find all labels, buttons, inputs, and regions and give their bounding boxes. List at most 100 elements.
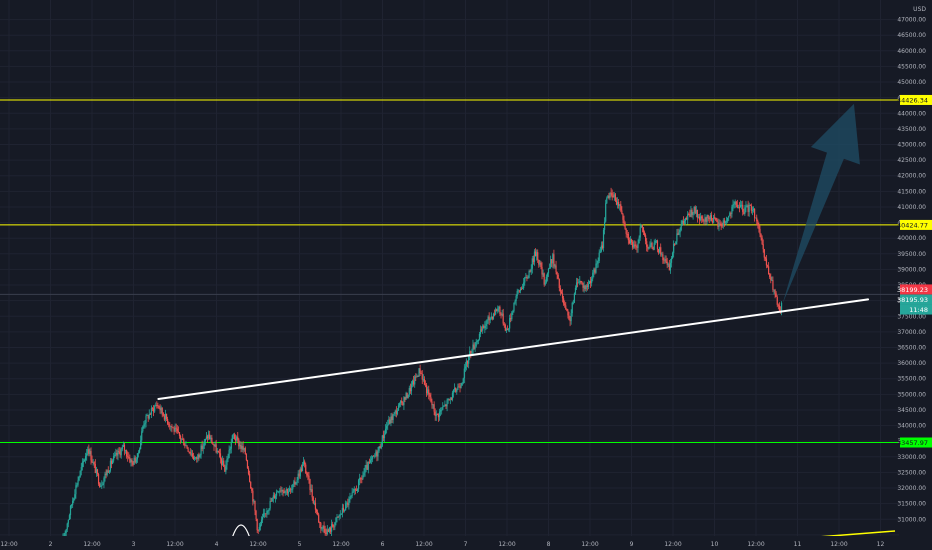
candle-body bbox=[583, 285, 585, 288]
candle-body bbox=[655, 240, 657, 242]
candle-body bbox=[674, 243, 676, 245]
candle-body bbox=[492, 313, 495, 319]
candle-body bbox=[433, 404, 435, 412]
candle-body bbox=[376, 451, 378, 457]
candle-body bbox=[684, 217, 687, 221]
candle-body bbox=[352, 491, 354, 493]
candle-body bbox=[640, 225, 642, 228]
candle-body bbox=[203, 440, 205, 446]
candle-body bbox=[122, 444, 124, 447]
candle-body bbox=[239, 445, 241, 447]
candle-body bbox=[536, 252, 538, 257]
candle-body bbox=[495, 309, 497, 315]
candle-body bbox=[554, 265, 556, 267]
candle-body bbox=[156, 405, 158, 406]
candle-body bbox=[115, 452, 117, 455]
candle-body bbox=[186, 445, 188, 449]
candle-body bbox=[70, 504, 73, 506]
candle-body bbox=[680, 224, 682, 231]
candle-body bbox=[732, 204, 734, 207]
candle-body bbox=[682, 220, 684, 224]
candle-body bbox=[201, 445, 203, 449]
candle-body bbox=[459, 387, 461, 388]
candle-body bbox=[95, 469, 97, 474]
candle-body bbox=[648, 248, 650, 250]
candle-body bbox=[560, 291, 563, 294]
level-price-text: 33457.97 bbox=[897, 439, 928, 447]
candle-body bbox=[527, 277, 529, 279]
candle-body bbox=[413, 380, 415, 385]
candle-body bbox=[468, 356, 470, 364]
candle-body bbox=[202, 445, 204, 449]
candle-body bbox=[613, 194, 615, 198]
candle-body bbox=[614, 194, 616, 201]
candle-body bbox=[449, 398, 451, 400]
candle-body bbox=[119, 451, 121, 456]
candle-body bbox=[355, 489, 358, 491]
candle-body bbox=[87, 449, 89, 454]
candle-body bbox=[357, 480, 360, 489]
candle-body bbox=[333, 526, 335, 528]
candle-body bbox=[498, 306, 500, 309]
candle-body bbox=[360, 477, 362, 479]
candle-body bbox=[342, 507, 345, 511]
candle-body bbox=[621, 210, 623, 214]
candle-body bbox=[569, 319, 571, 322]
candle-body bbox=[146, 415, 148, 417]
candle-body bbox=[230, 442, 232, 449]
candle-body bbox=[121, 446, 123, 450]
candle-body bbox=[76, 484, 78, 486]
candle-body bbox=[778, 305, 781, 311]
candle-body bbox=[572, 302, 574, 304]
candle-body bbox=[739, 204, 742, 208]
candle-body bbox=[762, 244, 764, 250]
candle-body bbox=[266, 511, 268, 514]
candle-body bbox=[271, 497, 273, 502]
candle-body bbox=[428, 389, 430, 395]
candle-body bbox=[64, 532, 66, 538]
candle-body bbox=[611, 193, 613, 196]
time-axis-panel[interactable] bbox=[0, 536, 932, 550]
candle-body bbox=[753, 208, 756, 218]
candle-body bbox=[601, 245, 604, 249]
candle-body bbox=[329, 527, 332, 532]
time-tick-label: 12:00 bbox=[664, 541, 681, 548]
candle-body bbox=[118, 450, 120, 452]
candle-body bbox=[730, 213, 732, 214]
candle-body bbox=[158, 405, 160, 409]
candle-body bbox=[541, 267, 543, 275]
candle-body bbox=[378, 446, 380, 451]
candle-body bbox=[485, 324, 487, 327]
price-tick-label: 37000.00 bbox=[897, 329, 926, 336]
time-tick-label: 12:00 bbox=[166, 541, 183, 548]
candle-body bbox=[641, 225, 643, 228]
candle-body bbox=[134, 457, 136, 463]
candle-body bbox=[411, 380, 414, 385]
price-tick-label: 32500.00 bbox=[897, 469, 926, 476]
candle-body bbox=[632, 241, 634, 248]
candle-body bbox=[373, 455, 375, 457]
candle-body bbox=[220, 458, 223, 465]
price-tick-label: 46000.00 bbox=[897, 48, 926, 55]
candle-body bbox=[424, 384, 427, 386]
candle-body bbox=[420, 372, 422, 374]
candle-body bbox=[585, 285, 587, 290]
candle-body bbox=[715, 217, 717, 221]
candle-body bbox=[409, 388, 411, 392]
candle-body bbox=[89, 451, 91, 455]
time-axis[interactable]: 12:00 2 12:00 3 12:00 4 12:00 5 12:00 6 12:00 7 12:0… bbox=[0, 541, 884, 548]
price-tick-label: 43500.00 bbox=[897, 126, 926, 133]
candle-body bbox=[348, 498, 350, 506]
candle-body bbox=[323, 526, 325, 529]
price-tick-label: 41500.00 bbox=[897, 188, 926, 195]
candle-body bbox=[290, 488, 292, 490]
candle-body bbox=[587, 283, 590, 287]
candle-body bbox=[107, 470, 109, 473]
candle-body bbox=[343, 510, 346, 512]
candle-body bbox=[157, 405, 159, 406]
candle-body bbox=[213, 444, 215, 447]
candle-body bbox=[608, 195, 610, 198]
candle-body bbox=[225, 465, 227, 472]
